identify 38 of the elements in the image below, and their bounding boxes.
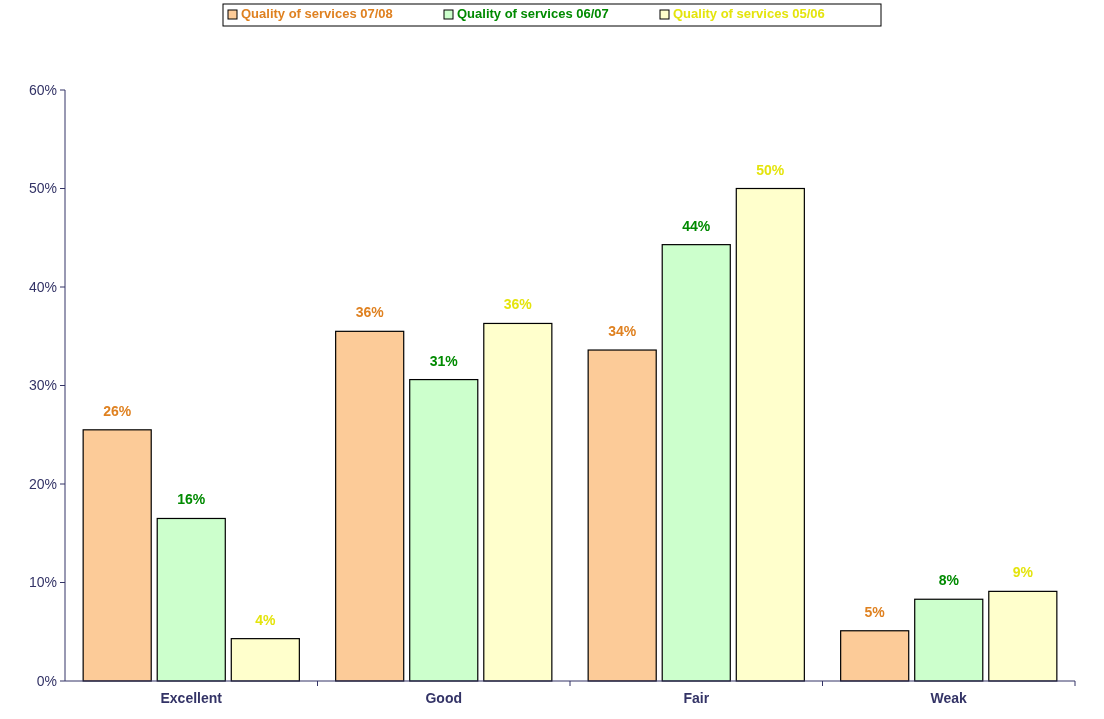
- data-label: 8%: [938, 572, 960, 589]
- y-tick-label: 50%: [28, 180, 57, 197]
- data-label: 44%: [682, 217, 711, 234]
- legend-label: Quality of services 05/06: [673, 6, 825, 21]
- bar: [914, 598, 984, 682]
- y-tick-label: 60%: [28, 81, 57, 98]
- bar: [156, 517, 226, 682]
- y-tick-label: 20%: [28, 475, 57, 492]
- data-label: 36%: [503, 296, 533, 313]
- bar: [661, 244, 731, 682]
- x-tick-label: Fair: [683, 690, 710, 706]
- x-tick-label: Good: [425, 690, 463, 706]
- x-tick-label: Weak: [930, 690, 968, 706]
- data-label: 4%: [255, 611, 276, 628]
- bar: [483, 322, 553, 682]
- data-label: 36%: [355, 304, 385, 321]
- bar: [230, 638, 300, 682]
- data-label: 16%: [177, 491, 206, 508]
- bar: [587, 349, 657, 682]
- data-label: 34%: [608, 323, 637, 340]
- bar: [735, 187, 805, 682]
- data-label: 5%: [864, 603, 886, 620]
- data-label: 26%: [103, 402, 132, 419]
- bar: [988, 590, 1058, 682]
- bar: [335, 330, 405, 682]
- bar: [840, 630, 910, 682]
- bar: [82, 429, 152, 682]
- data-label: 31%: [429, 352, 459, 369]
- y-tick-label: 40%: [28, 278, 57, 295]
- y-tick-label: 10%: [28, 574, 57, 591]
- data-label: 9%: [1012, 564, 1034, 581]
- bar: [409, 378, 479, 682]
- y-tick-label: 30%: [28, 377, 57, 394]
- x-tick-label: Excellent: [160, 690, 223, 706]
- legend-label: Quality of services 07/08: [241, 6, 393, 21]
- y-tick-label: 0%: [36, 672, 57, 689]
- legend-label: Quality of services 06/07: [457, 6, 609, 21]
- data-label: 50%: [756, 161, 785, 178]
